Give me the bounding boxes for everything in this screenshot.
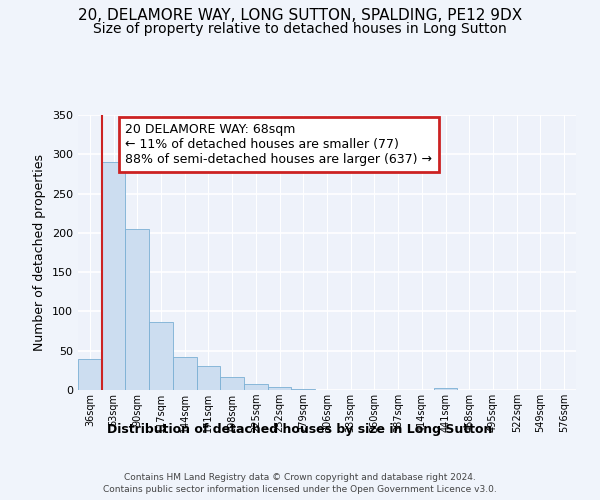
Bar xyxy=(292,389,315,390)
Text: 20 DELAMORE WAY: 68sqm
← 11% of detached houses are smaller (77)
88% of semi-det: 20 DELAMORE WAY: 68sqm ← 11% of detached… xyxy=(125,123,433,166)
Bar xyxy=(173,357,197,390)
Bar xyxy=(268,387,292,390)
Bar xyxy=(220,376,244,390)
Bar xyxy=(149,322,173,390)
Bar xyxy=(244,384,268,390)
Y-axis label: Number of detached properties: Number of detached properties xyxy=(34,154,46,351)
Bar xyxy=(197,366,220,390)
Text: Contains HM Land Registry data © Crown copyright and database right 2024.: Contains HM Land Registry data © Crown c… xyxy=(124,472,476,482)
Text: Distribution of detached houses by size in Long Sutton: Distribution of detached houses by size … xyxy=(107,422,493,436)
Text: 20, DELAMORE WAY, LONG SUTTON, SPALDING, PE12 9DX: 20, DELAMORE WAY, LONG SUTTON, SPALDING,… xyxy=(78,8,522,22)
Bar xyxy=(434,388,457,390)
Bar xyxy=(125,229,149,390)
Text: Size of property relative to detached houses in Long Sutton: Size of property relative to detached ho… xyxy=(93,22,507,36)
Text: Contains public sector information licensed under the Open Government Licence v3: Contains public sector information licen… xyxy=(103,485,497,494)
Bar xyxy=(78,358,102,390)
Bar xyxy=(102,162,125,390)
